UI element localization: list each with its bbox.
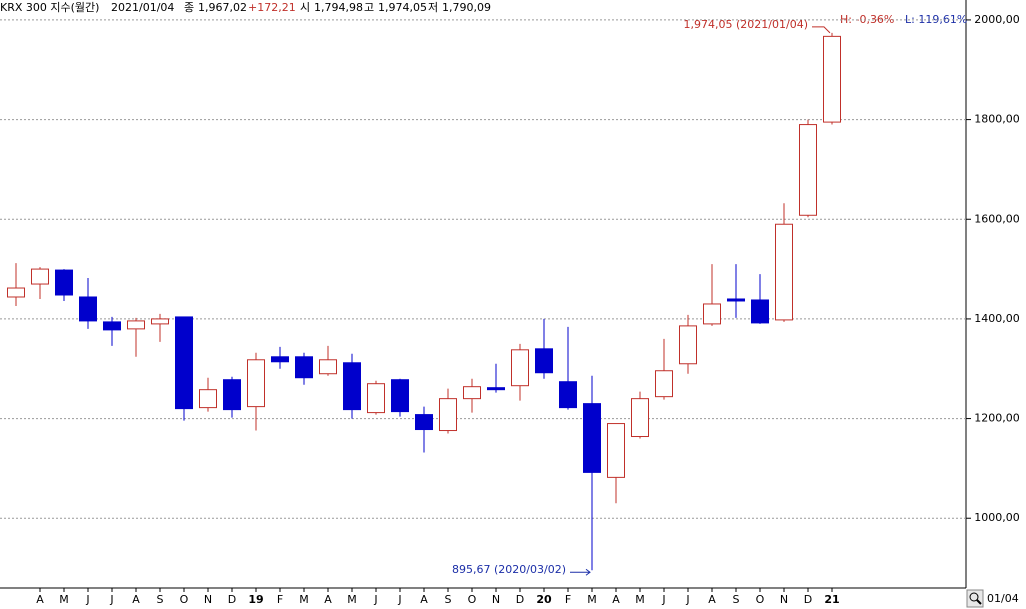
- candle-body: [247, 359, 265, 408]
- candle-body: [511, 349, 529, 387]
- y-tick-label: 1600,00: [974, 212, 1020, 225]
- annotation-low: 895,67 (2020/03/02): [452, 563, 566, 576]
- x-tick-label: S: [157, 593, 164, 606]
- x-tick-label: A: [612, 593, 620, 606]
- candle-body: [55, 269, 73, 296]
- header-open: 1,794,98: [314, 1, 363, 14]
- x-tick-label: 20: [536, 593, 552, 606]
- candle-body: [319, 359, 337, 375]
- zoom-glass: [969, 592, 979, 602]
- y-tick-label: 2000,00: [974, 13, 1020, 26]
- candle-body: [175, 316, 193, 410]
- candle-body: [415, 414, 433, 431]
- footer-date: 01/04: [987, 592, 1019, 605]
- x-tick-label: D: [804, 593, 812, 606]
- x-tick-label: J: [109, 593, 113, 606]
- header-high: 1,974,05: [378, 1, 427, 14]
- y-tick-label: 1800,00: [974, 113, 1020, 126]
- zoom-handle: [976, 599, 982, 605]
- zoom-icon[interactable]: [966, 589, 984, 608]
- x-tick-label: M: [635, 593, 645, 606]
- annotation-arrow: [570, 568, 591, 576]
- candle-body: [7, 287, 25, 298]
- x-tick-label: O: [468, 593, 477, 606]
- x-tick-label: A: [420, 593, 428, 606]
- candle-body: [775, 223, 793, 321]
- candle-body: [535, 348, 553, 374]
- x-tick-label: N: [492, 593, 500, 606]
- x-tick-label: A: [36, 593, 44, 606]
- x-tick-label: F: [277, 593, 283, 606]
- x-tick-label: J: [397, 593, 401, 606]
- zoom-button[interactable]: [966, 589, 984, 608]
- candle-body: [223, 379, 241, 411]
- candle-body: [727, 298, 745, 302]
- x-tick-label: J: [685, 593, 689, 606]
- header: KRX 300 지수(월간) 2021/01/04 종 1,967,02 +17…: [0, 1, 491, 14]
- candle-body: [559, 381, 577, 409]
- header-low: 1,790,09: [442, 1, 491, 14]
- x-tick-label: O: [180, 593, 189, 606]
- x-tick-label: N: [780, 593, 788, 606]
- x-tick-label: J: [661, 593, 665, 606]
- candle-body: [367, 383, 385, 414]
- candle-body: [607, 423, 625, 478]
- x-tick-label: O: [756, 593, 765, 606]
- x-tick-label: J: [373, 593, 377, 606]
- x-tick-label: S: [445, 593, 452, 606]
- candle-body: [343, 362, 361, 411]
- x-tick-label: 19: [248, 593, 263, 606]
- x-tick-label: A: [324, 593, 332, 606]
- candle-body: [79, 296, 97, 322]
- candle-body: [703, 303, 721, 325]
- header-date: 2021/01/04: [111, 1, 174, 14]
- annotation-arrow: [812, 26, 831, 34]
- x-tick-label: 21: [824, 593, 839, 606]
- candle-body: [31, 268, 49, 285]
- x-tick-label: M: [59, 593, 69, 606]
- candle-body: [199, 389, 217, 409]
- x-tick-label: D: [516, 593, 524, 606]
- header-open-label: 시: [300, 1, 310, 14]
- x-tick-label: A: [708, 593, 716, 606]
- x-tick-label: M: [587, 593, 597, 606]
- candle-body: [127, 320, 145, 330]
- candle-body: [751, 299, 769, 324]
- candle-body: [655, 370, 673, 398]
- candle-body: [439, 398, 457, 432]
- range-high: H: -0,36%: [840, 13, 894, 26]
- x-tick-label: M: [299, 593, 309, 606]
- header-change: +172,21: [248, 1, 296, 14]
- candle-body: [799, 124, 817, 216]
- candle-body: [271, 356, 289, 363]
- header-low-label: 저: [428, 1, 438, 14]
- header-title: KRX 300 지수(월간): [0, 1, 99, 14]
- candle-body: [391, 379, 409, 413]
- candle-body: [823, 35, 841, 123]
- y-tick-label: 1400,00: [974, 312, 1020, 325]
- x-tick-label: F: [565, 593, 571, 606]
- x-tick-label: D: [228, 593, 236, 606]
- x-tick-label: S: [733, 593, 740, 606]
- x-tick-label: M: [347, 593, 357, 606]
- x-tick-label: A: [132, 593, 140, 606]
- y-tick-label: 1000,00: [974, 511, 1020, 524]
- candle-body: [103, 321, 121, 331]
- candle-body: [295, 356, 313, 379]
- header-close-label: 종: [184, 1, 194, 14]
- annotation-high: 1,974,05 (2021/01/04): [684, 18, 808, 31]
- candle-body: [679, 325, 697, 365]
- candle-body: [631, 398, 649, 438]
- x-tick-label: N: [204, 593, 212, 606]
- header-close: 1,967,02: [198, 1, 247, 14]
- y-tick-label: 1200,00: [974, 412, 1020, 425]
- header-high-label: 고: [364, 1, 374, 14]
- x-tick-label: J: [85, 593, 89, 606]
- candle-body: [151, 318, 169, 325]
- candle-body: [463, 386, 481, 400]
- candle-body: [487, 387, 505, 391]
- candle-body: [583, 403, 601, 473]
